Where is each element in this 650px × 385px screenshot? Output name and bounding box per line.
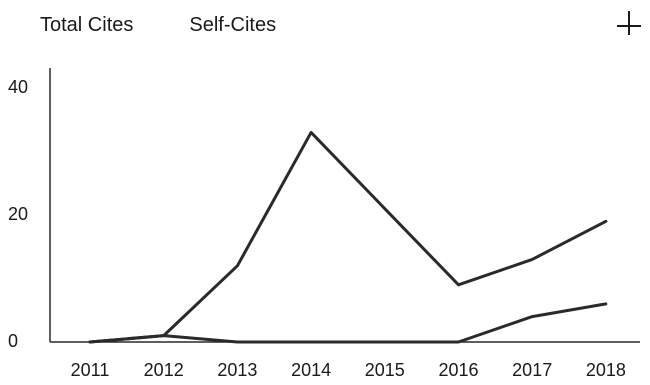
x-tick-label: 2018 [586, 360, 626, 380]
y-tick-label: 0 [8, 331, 18, 351]
tab-total-cites[interactable]: Total Cites [40, 14, 134, 36]
x-tick-label: 2013 [217, 360, 257, 380]
x-tick-label: 2012 [144, 360, 184, 380]
x-tick-label: 2011 [71, 360, 110, 380]
add-button[interactable] [612, 6, 646, 40]
y-tick-label: 40 [8, 77, 28, 97]
y-tick-label: 20 [8, 204, 28, 224]
x-tick-label: 2015 [365, 360, 405, 380]
x-tick-label: 2016 [438, 360, 478, 380]
plus-icon [617, 11, 641, 35]
series-line-1 [88, 130, 608, 344]
series-line-2 [88, 302, 608, 344]
tab-self-cites[interactable]: Self-Cites [189, 14, 277, 36]
x-tick-label: 2017 [512, 360, 552, 380]
x-tick-label: 2014 [291, 360, 331, 380]
chart-tabs: Total Cites Self-Cites [40, 10, 276, 40]
